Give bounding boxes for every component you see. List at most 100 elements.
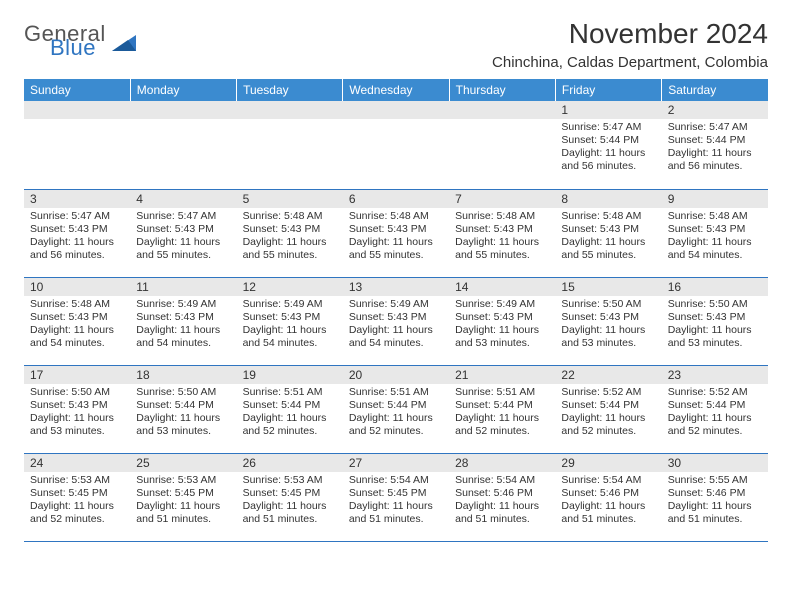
daylight-text: Daylight: 11 hours and 55 minutes. [136,236,230,262]
day-number: 14 [449,278,555,296]
calendar-cell: 4Sunrise: 5:47 AMSunset: 5:43 PMDaylight… [130,189,236,277]
day-number: 27 [343,454,449,472]
day-number: 16 [662,278,768,296]
daylight-text: Daylight: 11 hours and 52 minutes. [455,412,549,438]
day-details: Sunrise: 5:48 AMSunset: 5:43 PMDaylight:… [343,208,449,267]
calendar-cell: 29Sunrise: 5:54 AMSunset: 5:46 PMDayligh… [555,453,661,541]
daylight-text: Daylight: 11 hours and 56 minutes. [668,147,762,173]
calendar-header-row: SundayMondayTuesdayWednesdayThursdayFrid… [24,79,768,101]
calendar-cell: 26Sunrise: 5:53 AMSunset: 5:45 PMDayligh… [237,453,343,541]
calendar-cell [237,101,343,189]
calendar-cell: 18Sunrise: 5:50 AMSunset: 5:44 PMDayligh… [130,365,236,453]
sunset-text: Sunset: 5:43 PM [455,311,549,324]
title-block: November 2024 Chinchina, Caldas Departme… [492,18,768,71]
sunset-text: Sunset: 5:45 PM [30,487,124,500]
calendar-cell: 6Sunrise: 5:48 AMSunset: 5:43 PMDaylight… [343,189,449,277]
day-number: 12 [237,278,343,296]
day-details: Sunrise: 5:54 AMSunset: 5:45 PMDaylight:… [343,472,449,531]
sunrise-text: Sunrise: 5:48 AM [455,210,549,223]
calendar-cell: 24Sunrise: 5:53 AMSunset: 5:45 PMDayligh… [24,453,130,541]
calendar-cell: 10Sunrise: 5:48 AMSunset: 5:43 PMDayligh… [24,277,130,365]
day-details: Sunrise: 5:49 AMSunset: 5:43 PMDaylight:… [449,296,555,355]
day-number: 10 [24,278,130,296]
sunset-text: Sunset: 5:43 PM [349,223,443,236]
daylight-text: Daylight: 11 hours and 53 minutes. [136,412,230,438]
day-details: Sunrise: 5:52 AMSunset: 5:44 PMDaylight:… [555,384,661,443]
sunrise-text: Sunrise: 5:53 AM [30,474,124,487]
day-number: 2 [662,101,768,119]
sunrise-text: Sunrise: 5:50 AM [136,386,230,399]
day-details: Sunrise: 5:53 AMSunset: 5:45 PMDaylight:… [24,472,130,531]
day-number: 19 [237,366,343,384]
sunrise-text: Sunrise: 5:47 AM [668,121,762,134]
day-details: Sunrise: 5:47 AMSunset: 5:44 PMDaylight:… [555,119,661,178]
day-number: 3 [24,190,130,208]
calendar-cell: 13Sunrise: 5:49 AMSunset: 5:43 PMDayligh… [343,277,449,365]
day-details: Sunrise: 5:51 AMSunset: 5:44 PMDaylight:… [237,384,343,443]
day-number: 4 [130,190,236,208]
calendar-cell: 9Sunrise: 5:48 AMSunset: 5:43 PMDaylight… [662,189,768,277]
day-details: Sunrise: 5:50 AMSunset: 5:44 PMDaylight:… [130,384,236,443]
day-details: Sunrise: 5:55 AMSunset: 5:46 PMDaylight:… [662,472,768,531]
day-number: 20 [343,366,449,384]
day-details: Sunrise: 5:52 AMSunset: 5:44 PMDaylight:… [662,384,768,443]
calendar-cell: 17Sunrise: 5:50 AMSunset: 5:43 PMDayligh… [24,365,130,453]
sunrise-text: Sunrise: 5:47 AM [30,210,124,223]
weekday-header: Wednesday [343,79,449,101]
day-number: 17 [24,366,130,384]
sunrise-text: Sunrise: 5:54 AM [349,474,443,487]
day-details: Sunrise: 5:51 AMSunset: 5:44 PMDaylight:… [343,384,449,443]
sunset-text: Sunset: 5:46 PM [668,487,762,500]
day-details: Sunrise: 5:48 AMSunset: 5:43 PMDaylight:… [237,208,343,267]
day-details: Sunrise: 5:48 AMSunset: 5:43 PMDaylight:… [24,296,130,355]
calendar-cell: 15Sunrise: 5:50 AMSunset: 5:43 PMDayligh… [555,277,661,365]
sunset-text: Sunset: 5:44 PM [455,399,549,412]
day-details: Sunrise: 5:54 AMSunset: 5:46 PMDaylight:… [449,472,555,531]
day-details: Sunrise: 5:53 AMSunset: 5:45 PMDaylight:… [237,472,343,531]
header: General Blue November 2024 Chinchina, Ca… [24,18,768,71]
day-number: 30 [662,454,768,472]
day-number: 7 [449,190,555,208]
sunrise-text: Sunrise: 5:54 AM [561,474,655,487]
daylight-text: Daylight: 11 hours and 53 minutes. [30,412,124,438]
sunrise-text: Sunrise: 5:53 AM [243,474,337,487]
sunset-text: Sunset: 5:43 PM [30,311,124,324]
calendar-cell: 14Sunrise: 5:49 AMSunset: 5:43 PMDayligh… [449,277,555,365]
sunrise-text: Sunrise: 5:50 AM [30,386,124,399]
day-details: Sunrise: 5:50 AMSunset: 5:43 PMDaylight:… [555,296,661,355]
calendar-cell: 23Sunrise: 5:52 AMSunset: 5:44 PMDayligh… [662,365,768,453]
sunset-text: Sunset: 5:44 PM [243,399,337,412]
day-number: 26 [237,454,343,472]
day-number: 13 [343,278,449,296]
day-details: Sunrise: 5:49 AMSunset: 5:43 PMDaylight:… [343,296,449,355]
calendar-body: 1Sunrise: 5:47 AMSunset: 5:44 PMDaylight… [24,101,768,541]
sunrise-text: Sunrise: 5:54 AM [455,474,549,487]
calendar-cell: 5Sunrise: 5:48 AMSunset: 5:43 PMDaylight… [237,189,343,277]
calendar-cell [130,101,236,189]
sunset-text: Sunset: 5:43 PM [561,223,655,236]
day-number: 5 [237,190,343,208]
daylight-text: Daylight: 11 hours and 53 minutes. [561,324,655,350]
sunset-text: Sunset: 5:43 PM [136,311,230,324]
day-number: 22 [555,366,661,384]
calendar-cell: 19Sunrise: 5:51 AMSunset: 5:44 PMDayligh… [237,365,343,453]
logo-blue-text: Blue [50,38,106,58]
daylight-text: Daylight: 11 hours and 54 minutes. [243,324,337,350]
sunrise-text: Sunrise: 5:50 AM [668,298,762,311]
sunset-text: Sunset: 5:43 PM [136,223,230,236]
calendar-cell: 8Sunrise: 5:48 AMSunset: 5:43 PMDaylight… [555,189,661,277]
sunset-text: Sunset: 5:44 PM [561,399,655,412]
sunrise-text: Sunrise: 5:48 AM [30,298,124,311]
calendar-cell: 30Sunrise: 5:55 AMSunset: 5:46 PMDayligh… [662,453,768,541]
daylight-text: Daylight: 11 hours and 52 minutes. [561,412,655,438]
daylight-text: Daylight: 11 hours and 56 minutes. [30,236,124,262]
sunrise-text: Sunrise: 5:48 AM [668,210,762,223]
sunset-text: Sunset: 5:43 PM [243,311,337,324]
sunrise-text: Sunrise: 5:47 AM [561,121,655,134]
day-number: 1 [555,101,661,119]
day-details: Sunrise: 5:48 AMSunset: 5:43 PMDaylight:… [555,208,661,267]
sunrise-text: Sunrise: 5:55 AM [668,474,762,487]
sunset-text: Sunset: 5:44 PM [668,134,762,147]
day-details: Sunrise: 5:47 AMSunset: 5:44 PMDaylight:… [662,119,768,178]
weekday-header: Friday [555,79,661,101]
